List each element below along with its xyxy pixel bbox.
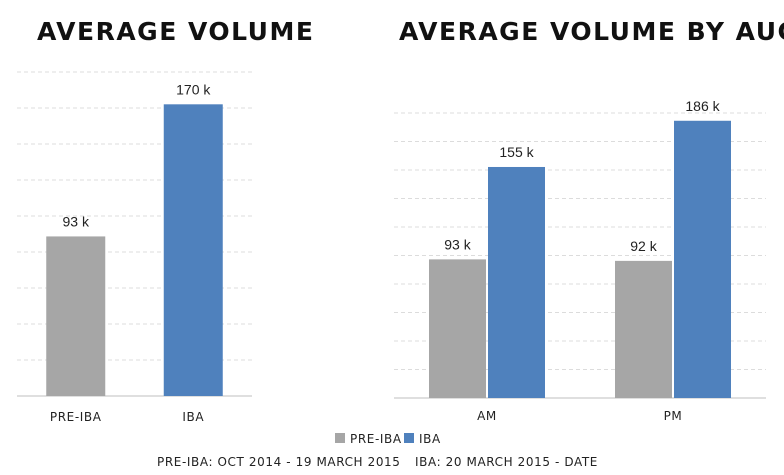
chart-title-right: AVERAGE VOLUME BY AUCTION [399,17,784,46]
data-label-am-iba: 155 k [499,144,534,160]
footnote-iba: IBA: 20 MARCH 2015 - DATE [415,455,598,469]
bar-am-iba [488,166,545,398]
legend-swatch-iba [404,433,414,443]
bar-pm-iba [674,120,731,399]
bar-am-pre-iba [429,259,486,398]
data-label-iba: 170 k [176,81,211,97]
tick-label-am: AM [477,409,497,423]
plot-area-right: 93 k 155 k AM 92 k 186 k PM [394,98,766,423]
data-label-am-pre-iba: 93 k [444,236,471,252]
legend-label-pre-iba: PRE-IBA [350,432,402,446]
plot-area-left: 93 k PRE-IBA 170 k IBA [17,71,252,424]
tick-label-iba: IBA [182,410,204,424]
data-label-pre-iba: 93 k [63,213,90,229]
bar-iba [163,104,223,396]
footnote-pre-iba: PRE-IBA: OCT 2014 - 19 MARCH 2015 [157,455,401,469]
bar-pm-pre-iba [615,260,672,398]
legend: PRE-IBA IBA [335,432,441,446]
bar-pre-iba [46,236,106,396]
tick-label-pre-iba: PRE-IBA [50,410,102,424]
legend-swatch-pre-iba [335,433,345,443]
data-label-pm-iba: 186 k [685,98,720,114]
legend-label-iba: IBA [419,432,441,446]
chart-title-left: AVERAGE VOLUME [37,17,314,46]
data-label-pm-pre-iba: 92 k [630,238,657,254]
tick-label-pm: PM [664,409,683,423]
